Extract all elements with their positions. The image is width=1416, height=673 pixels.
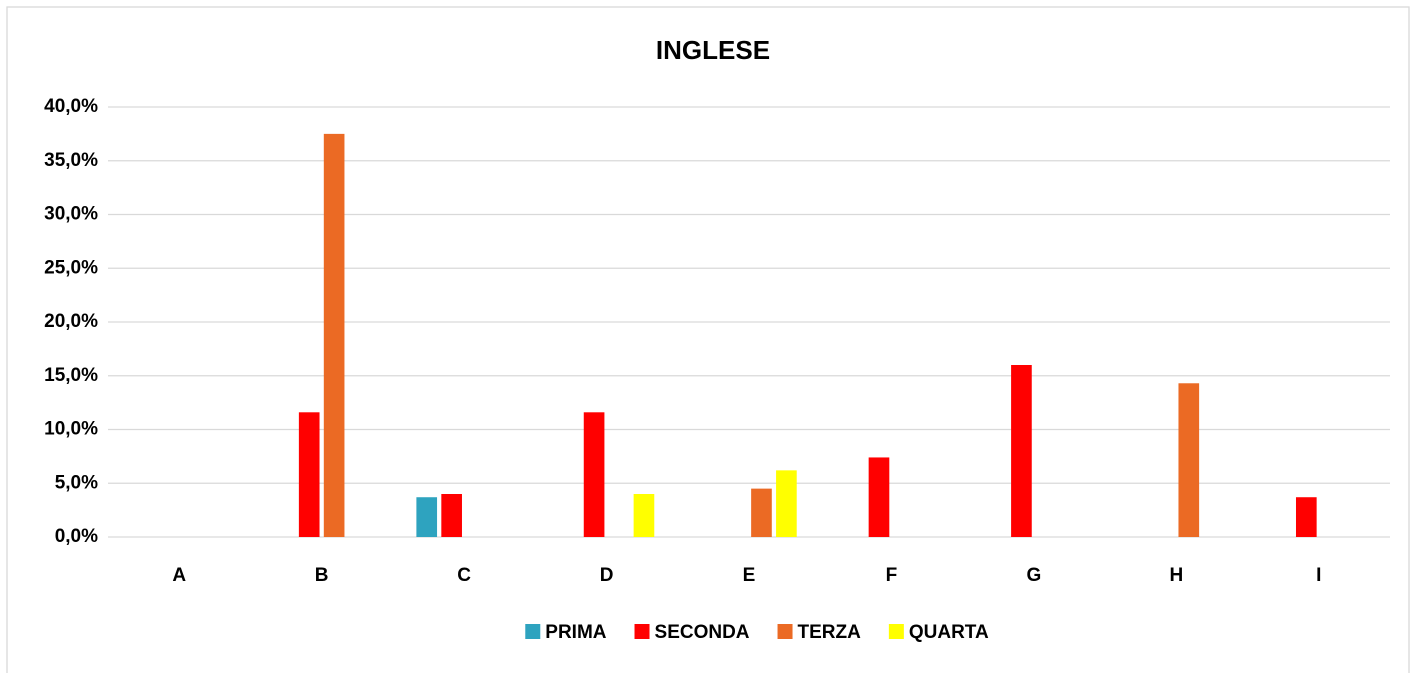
bar <box>776 470 797 537</box>
legend-swatch <box>777 624 793 639</box>
bar <box>1011 365 1032 537</box>
y-tick-label: 0,0% <box>55 526 98 547</box>
chart-title: INGLESE <box>656 35 770 65</box>
legend-label: TERZA <box>798 622 862 643</box>
x-tick-label: E <box>743 565 756 586</box>
y-tick-label: 35,0% <box>44 150 98 171</box>
x-tick-label: H <box>1169 565 1183 586</box>
bar <box>1295 497 1317 537</box>
bar <box>1178 383 1200 537</box>
bar <box>416 497 438 537</box>
y-tick-label: 5,0% <box>55 472 98 493</box>
bar <box>751 488 772 537</box>
bar <box>633 494 655 537</box>
x-tick-label: B <box>315 565 329 586</box>
x-tick-label: C <box>457 565 471 586</box>
x-tick-label: G <box>1026 565 1041 586</box>
x-tick-label: A <box>172 565 186 586</box>
chart-frame <box>6 6 1410 673</box>
legend-swatch <box>888 624 904 639</box>
bar <box>583 412 605 537</box>
y-tick-label: 40,0% <box>44 96 98 117</box>
bar <box>323 133 345 537</box>
y-tick-label: 30,0% <box>44 204 98 225</box>
legend-swatch <box>634 624 650 639</box>
y-tick-label: 20,0% <box>44 311 98 332</box>
y-tick-label: 15,0% <box>44 365 98 386</box>
y-tick-label: 10,0% <box>44 419 98 440</box>
bar <box>441 494 462 537</box>
bar <box>868 457 890 537</box>
legend-label: QUARTA <box>909 622 989 643</box>
legend-label: PRIMA <box>545 622 607 643</box>
x-tick-label: D <box>600 565 614 586</box>
x-tick-label: I <box>1316 565 1321 586</box>
x-tick-label: F <box>886 565 898 586</box>
bar <box>298 412 320 537</box>
legend-swatch <box>525 624 541 639</box>
y-tick-label: 25,0% <box>44 257 98 278</box>
legend-label: SECONDA <box>655 622 750 643</box>
